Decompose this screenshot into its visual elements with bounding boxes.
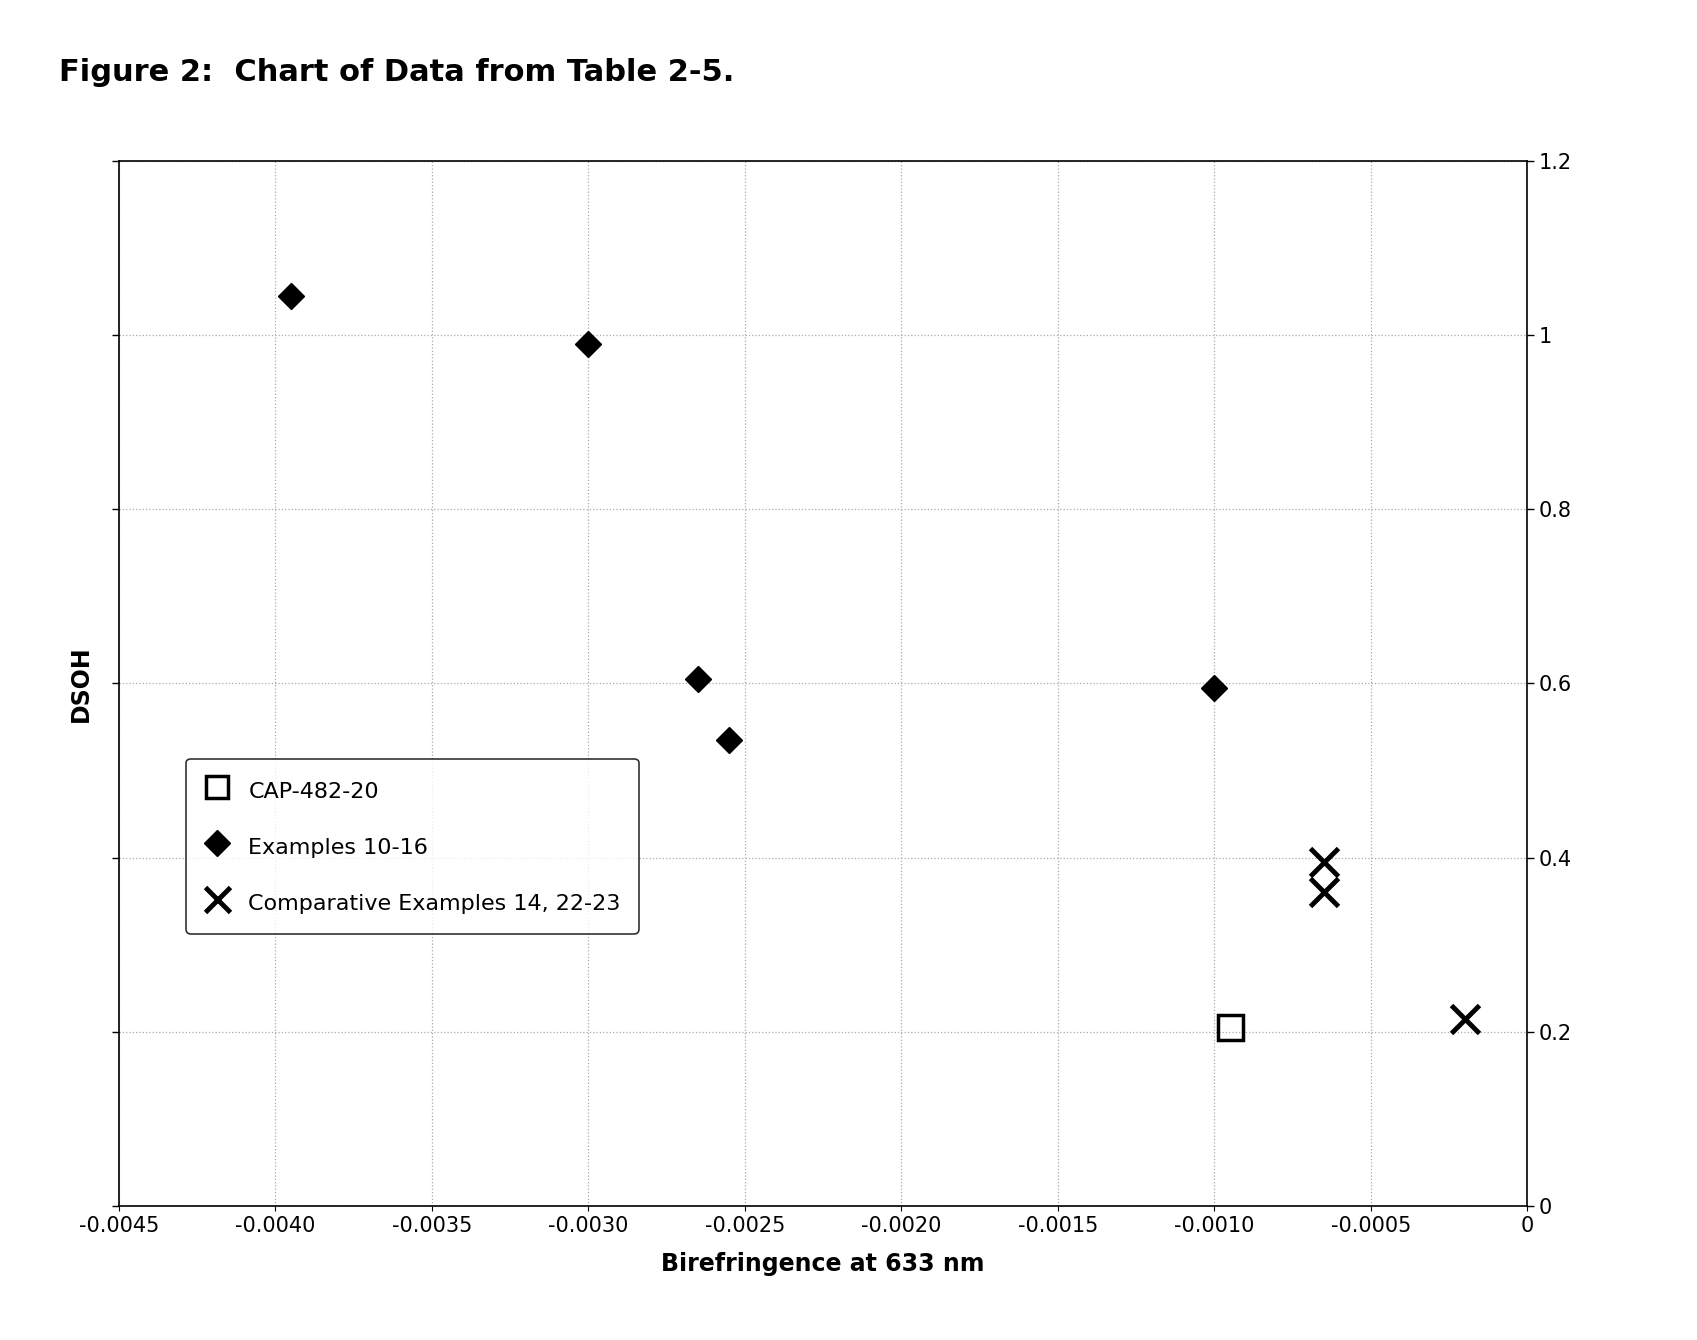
X-axis label: Birefringence at 633 nm: Birefringence at 633 nm — [662, 1253, 984, 1277]
Text: Figure 2:  Chart of Data from Table 2-5.: Figure 2: Chart of Data from Table 2-5. — [59, 58, 735, 87]
Y-axis label: DSOH: DSOH — [70, 645, 93, 722]
Legend: CAP-482-20, Examples 10-16, Comparative Examples 14, 22-23: CAP-482-20, Examples 10-16, Comparative … — [187, 758, 638, 934]
